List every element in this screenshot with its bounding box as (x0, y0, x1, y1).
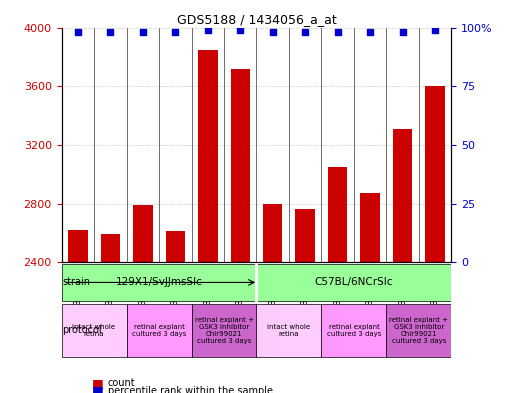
Text: count: count (108, 378, 135, 388)
Title: GDS5188 / 1434056_a_at: GDS5188 / 1434056_a_at (176, 13, 337, 26)
Text: retinal explant
cultured 3 days: retinal explant cultured 3 days (132, 323, 186, 337)
Bar (263, 204, 283, 393)
Bar (68, 230, 88, 393)
Text: ■: ■ (92, 384, 104, 393)
Text: 129X1/SvJJmsSlc: 129X1/SvJJmsSlc (115, 277, 203, 287)
Bar (425, 86, 445, 393)
Point (106, 29, 114, 35)
Bar (230, 69, 250, 393)
Point (399, 29, 407, 35)
FancyBboxPatch shape (256, 304, 322, 356)
Text: strain: strain (62, 277, 90, 287)
Text: ■: ■ (92, 376, 104, 390)
Point (333, 29, 342, 35)
Bar (361, 193, 380, 393)
Text: retinal explant
cultured 3 days: retinal explant cultured 3 days (327, 323, 381, 337)
Text: intact whole
retina: intact whole retina (267, 323, 310, 337)
Text: intact whole
retina: intact whole retina (72, 323, 115, 337)
Point (431, 27, 439, 33)
Text: percentile rank within the sample: percentile rank within the sample (108, 386, 273, 393)
Point (236, 27, 244, 33)
FancyBboxPatch shape (386, 304, 451, 356)
Point (366, 29, 374, 35)
Point (139, 29, 147, 35)
Text: retinal explant +
GSK3 inhibitor
Chir99021
cultured 3 days: retinal explant + GSK3 inhibitor Chir990… (389, 317, 448, 343)
Point (269, 29, 277, 35)
Text: protocol: protocol (62, 325, 102, 335)
Bar (328, 167, 347, 393)
Point (301, 29, 309, 35)
Point (74, 29, 82, 35)
Point (204, 27, 212, 33)
Bar (133, 205, 152, 393)
FancyBboxPatch shape (62, 264, 256, 301)
Bar (393, 129, 412, 393)
Text: retinal explant +
GSK3 inhibitor
Chir99021
cultured 3 days: retinal explant + GSK3 inhibitor Chir990… (194, 317, 253, 343)
FancyBboxPatch shape (322, 304, 386, 356)
FancyBboxPatch shape (127, 304, 191, 356)
Point (171, 29, 180, 35)
FancyBboxPatch shape (256, 264, 451, 301)
Bar (101, 234, 120, 393)
FancyBboxPatch shape (62, 304, 127, 356)
Bar (166, 231, 185, 393)
Bar (198, 50, 218, 393)
FancyBboxPatch shape (191, 304, 256, 356)
Text: C57BL/6NCrSlc: C57BL/6NCrSlc (314, 277, 393, 287)
Bar (295, 209, 315, 393)
